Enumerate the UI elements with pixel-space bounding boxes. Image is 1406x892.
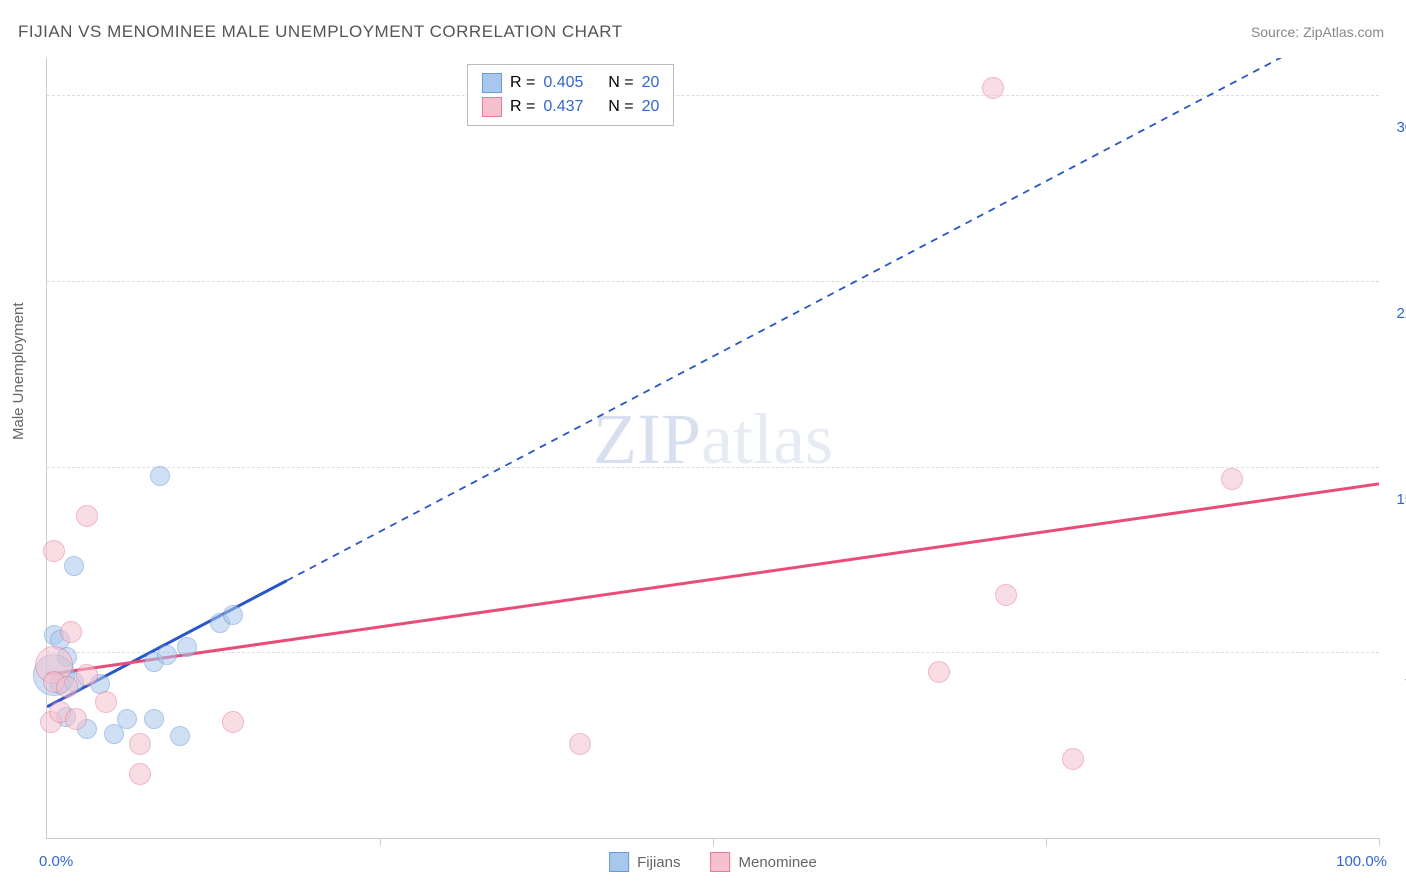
correlation-legend-box: R = 0.405 N = 20 R = 0.437 N = 20: [467, 64, 674, 126]
legend-row-fijians: R = 0.405 N = 20: [482, 71, 659, 95]
y-tick-label: 30.0%: [1387, 119, 1406, 136]
scatter-point: [60, 621, 82, 643]
chart-title: FIJIAN VS MENOMINEE MALE UNEMPLOYMENT CO…: [18, 22, 623, 42]
scatter-point: [995, 584, 1017, 606]
scatter-point: [95, 691, 117, 713]
scatter-point: [222, 711, 244, 733]
legend-R-fijians: 0.405: [543, 74, 583, 92]
legend-N-fijians: 20: [642, 74, 660, 92]
watermark: ZIPatlas: [593, 398, 833, 481]
scatter-point: [982, 77, 1004, 99]
y-tick-label: 22.5%: [1387, 305, 1406, 322]
legend-N-label: N =: [608, 74, 633, 92]
scatter-point: [928, 661, 950, 683]
legend-label-menominee: Menominee: [738, 854, 816, 871]
legend-R-menominee: 0.437: [543, 98, 583, 116]
scatter-point: [56, 676, 78, 698]
scatter-point: [129, 763, 151, 785]
swatch-menominee: [482, 97, 502, 117]
legend-label-fijians: Fijians: [637, 854, 680, 871]
scatter-point: [177, 637, 197, 657]
gridline: [47, 281, 1379, 282]
legend-item-fijians: Fijians: [609, 852, 680, 872]
scatter-point: [129, 733, 151, 755]
scatter-point: [170, 726, 190, 746]
scatter-point: [76, 664, 98, 686]
source-prefix: Source:: [1251, 24, 1303, 40]
scatter-point: [144, 709, 164, 729]
gridline: [47, 652, 1379, 653]
scatter-point: [117, 709, 137, 729]
scatter-point: [1062, 748, 1084, 770]
source-attribution: Source: ZipAtlas.com: [1251, 24, 1384, 40]
scatter-point: [157, 645, 177, 665]
x-axis-end-label: 100.0%: [1336, 853, 1387, 870]
trend-lines: [47, 58, 1379, 838]
scatter-point: [150, 466, 170, 486]
legend-N-label: N =: [608, 98, 633, 116]
legend-R-label: R =: [510, 74, 535, 92]
swatch-fijians: [482, 73, 502, 93]
y-tick-label: 7.5%: [1387, 676, 1406, 693]
scatter-point: [1221, 468, 1243, 490]
gridline: [47, 467, 1379, 468]
swatch-menominee-bottom: [710, 852, 730, 872]
scatter-point: [64, 556, 84, 576]
scatter-point: [569, 733, 591, 755]
x-axis-start-label: 0.0%: [39, 853, 73, 870]
y-tick-label: 15.0%: [1387, 491, 1406, 508]
scatter-point: [43, 540, 65, 562]
legend-N-menominee: 20: [642, 98, 660, 116]
legend-R-label: R =: [510, 98, 535, 116]
scatter-point: [65, 708, 87, 730]
chart-plot-area: ZIPatlas 7.5%15.0%22.5%30.0% 0.0% 100.0%…: [46, 58, 1379, 839]
swatch-fijians-bottom: [609, 852, 629, 872]
scatter-point: [76, 505, 98, 527]
legend-item-menominee: Menominee: [710, 852, 816, 872]
series-legend: Fijians Menominee: [609, 852, 817, 872]
y-axis-label: Male Unemployment: [10, 302, 27, 440]
source-name: ZipAtlas.com: [1303, 24, 1384, 40]
gridline: [47, 95, 1379, 96]
x-tick: [713, 838, 714, 846]
legend-row-menominee: R = 0.437 N = 20: [482, 95, 659, 119]
scatter-point: [223, 605, 243, 625]
x-tick: [1046, 838, 1047, 846]
x-tick: [380, 838, 381, 846]
x-tick: [1379, 838, 1380, 846]
